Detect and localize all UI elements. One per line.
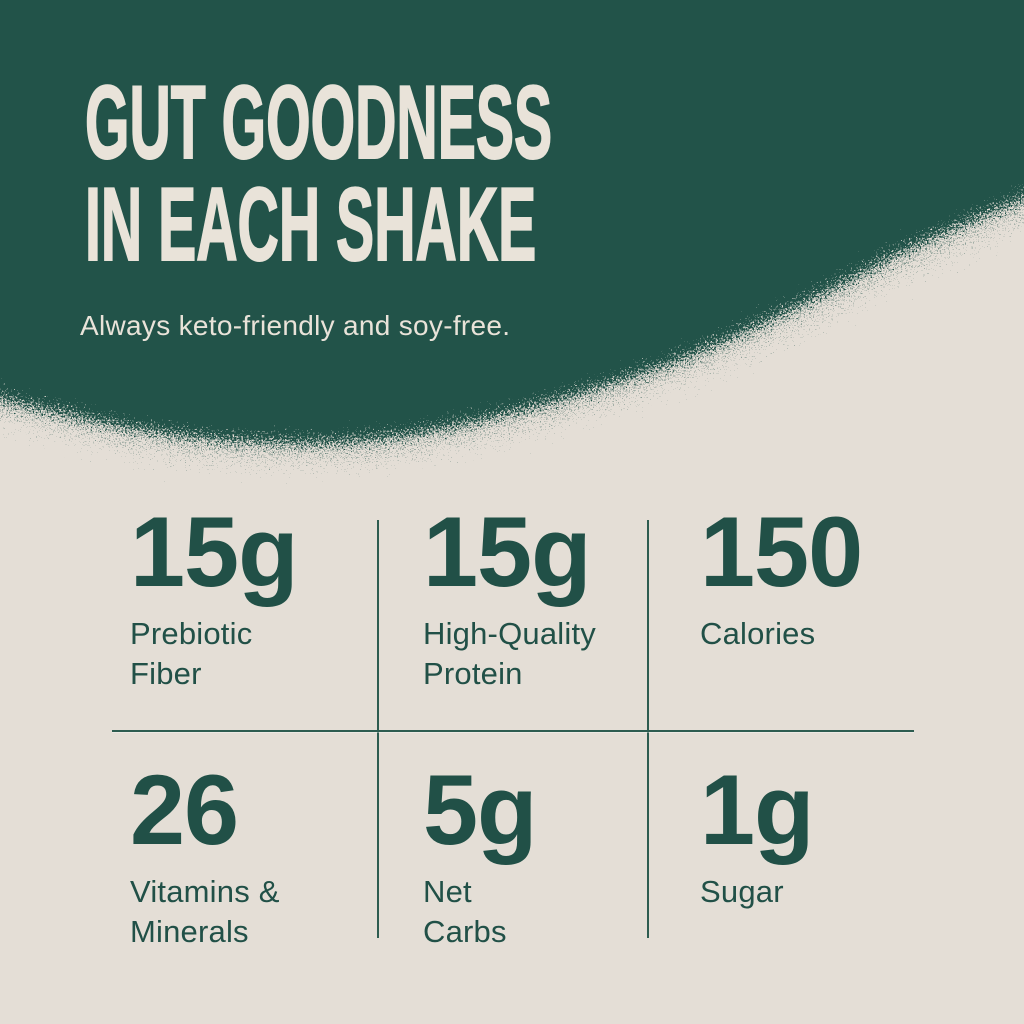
hero-subtitle: Always keto-friendly and soy-free. <box>80 310 511 341</box>
page-title: GUT GOODNESS IN EACH SHAKE <box>84 70 552 278</box>
page-title-line2: IN EACH SHAKE <box>84 167 537 283</box>
stat-protein: 15g High-Quality Protein <box>423 502 673 694</box>
stat-value: 15g <box>423 496 592 607</box>
stat-label: High-Quality Protein <box>423 616 596 691</box>
stat-label: Prebiotic Fiber <box>130 616 253 691</box>
stat-value: 1g <box>700 754 815 865</box>
grid-divider-vertical-1 <box>377 520 379 938</box>
stat-label: Sugar <box>700 874 784 909</box>
stat-sugar: 1g Sugar <box>700 760 950 912</box>
stat-label: Calories <box>700 616 816 651</box>
stat-label: Vitamins & Minerals <box>130 874 280 949</box>
stat-vitamins-minerals: 26 Vitamins & Minerals <box>130 760 380 952</box>
stat-label: Net Carbs <box>423 874 507 949</box>
stat-value: 26 <box>130 754 239 865</box>
stat-prebiotic-fiber: 15g Prebiotic Fiber <box>130 502 380 694</box>
page-title-line1: GUT GOODNESS <box>84 65 553 181</box>
stat-calories: 150 Calories <box>700 502 950 654</box>
grid-divider-horizontal <box>112 730 914 732</box>
green-curve-shape <box>0 0 1024 443</box>
stat-value: 150 <box>700 496 863 607</box>
stat-value: 15g <box>130 496 299 607</box>
stat-value: 5g <box>423 754 538 865</box>
grid-divider-vertical-2 <box>647 520 649 938</box>
stat-net-carbs: 5g Net Carbs <box>423 760 673 952</box>
